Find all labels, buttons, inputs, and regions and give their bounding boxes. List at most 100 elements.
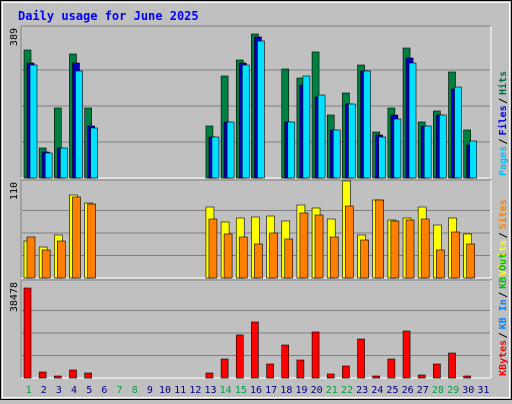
day-label: 27 <box>417 385 429 396</box>
legend-entry: Files <box>497 105 509 135</box>
chart-panels: 389Pages/Files/Hits110Visits/Sites38478K… <box>9 25 509 379</box>
bar-visits-sites <box>405 219 415 279</box>
day-label: 13 <box>204 385 216 396</box>
day-label: 8 <box>132 385 138 396</box>
legend-entry: Sites <box>497 199 509 229</box>
day-label: 10 <box>159 385 171 396</box>
bar-kbytes-kbytes <box>463 375 471 379</box>
bar-visits-sites <box>345 205 354 279</box>
bar-visits-sites <box>299 212 309 279</box>
bar-hits-pages <box>211 136 220 179</box>
y-max-label: 389 <box>9 28 20 46</box>
day-label: 9 <box>147 385 153 396</box>
bar-kbytes-kbytes <box>205 372 214 379</box>
bar-kbytes-kbytes <box>84 372 92 379</box>
bar-hits-pages <box>29 64 38 179</box>
bar-visits-sites <box>254 243 263 279</box>
day-label: 4 <box>71 385 77 396</box>
chart-title: Daily usage for June 2025 <box>18 9 199 23</box>
bar-visits-sites <box>360 239 369 279</box>
bar-hits-pages <box>393 118 402 179</box>
day-label: 28 <box>432 385 444 396</box>
day-label: 19 <box>295 385 307 396</box>
day-label: 30 <box>462 385 474 396</box>
day-label: 11 <box>174 385 186 396</box>
bar-kbytes-kbytes <box>402 330 411 379</box>
panel-visits: 110 Visits / Sites <box>9 179 509 279</box>
chart-frame-inner <box>2 2 510 398</box>
bar-visits-sites <box>41 249 51 279</box>
bar-hits-pages <box>454 86 462 179</box>
bar-kbytes-kbytes <box>54 375 62 379</box>
bar-visits-sites <box>26 236 36 279</box>
day-label: 18 <box>280 385 292 396</box>
legend-separator: / <box>498 232 509 238</box>
day-label: 25 <box>386 385 398 396</box>
day-label: 1 <box>26 385 32 396</box>
bar-visits-sites <box>269 232 278 279</box>
legend-entry: Pages <box>498 146 509 176</box>
bar-hits-pages <box>469 140 477 179</box>
bar-hits-pages <box>423 125 432 179</box>
legend-separator: / <box>498 332 509 338</box>
bar-visits-sites <box>57 240 66 279</box>
day-label: 17 <box>265 385 277 396</box>
y-max-label: 38478 <box>9 282 20 312</box>
day-label: 29 <box>447 385 459 396</box>
bar-kbytes-kbytes <box>387 358 396 379</box>
bar-kbytes-kbytes <box>342 365 350 379</box>
bar-kbytes-kbytes <box>433 363 441 379</box>
legend-separator: / <box>498 292 509 298</box>
bar-visits-sites <box>375 199 385 279</box>
bar-hits-pages <box>302 75 311 179</box>
bar-visits-sites <box>390 220 400 279</box>
bar-visits-sites <box>238 236 248 279</box>
day-label: 12 <box>189 385 201 396</box>
bar-visits-sites <box>208 218 218 279</box>
bar-hits-pages <box>378 136 387 179</box>
bar-kbytes-kbytes <box>357 338 365 379</box>
day-label: 22 <box>341 385 353 396</box>
bar-visits-sites <box>451 231 460 279</box>
day-label: 31 <box>477 385 489 396</box>
day-axis: 1 2 3 4 5 6 7 8 9 10 11 12 13 14 15 16 17 18 19 20 21 22 23 24 2… <box>26 385 490 396</box>
bar-kbytes-kbytes <box>23 287 32 379</box>
bar-hits-pages <box>408 62 417 179</box>
bar-kbytes-kbytes <box>251 321 259 379</box>
bar-kbytes-kbytes <box>235 334 244 379</box>
day-label: 2 <box>41 385 47 396</box>
day-label: 16 <box>250 385 262 396</box>
legend-entry: KB In <box>498 299 509 329</box>
bar-kbytes-kbytes <box>372 375 381 379</box>
bar-hits-pages <box>75 70 83 179</box>
bar-kbytes-kbytes <box>417 374 426 379</box>
bar-hits-pages <box>44 152 53 179</box>
bar-hits-pages <box>439 114 447 179</box>
bar-kbytes-kbytes <box>448 352 456 379</box>
legend-entry: KB Out <box>498 253 509 289</box>
day-label: 26 <box>402 385 414 396</box>
bar-visits-sites <box>329 236 339 279</box>
bar-visits-sites <box>314 214 324 279</box>
bar-visits-sites <box>436 249 445 279</box>
day-label: 24 <box>371 385 383 396</box>
day-label: 3 <box>56 385 62 396</box>
day-label: 5 <box>86 385 92 396</box>
bar-hits-pages <box>241 64 250 179</box>
bar-hits-pages <box>287 121 296 179</box>
bar-visits-sites <box>284 238 294 279</box>
day-label: 6 <box>101 385 107 396</box>
bar-kbytes-kbytes <box>69 369 77 379</box>
bar-visits-sites <box>223 233 233 279</box>
bar-visits-sites <box>72 196 81 279</box>
bar-kbytes-kbytes <box>326 373 335 379</box>
bar-hits-pages <box>348 103 356 179</box>
day-label: 21 <box>326 385 338 396</box>
day-label: 14 <box>220 385 232 396</box>
bar-kbytes-kbytes <box>281 344 290 379</box>
bar-hits-pages <box>90 127 98 179</box>
